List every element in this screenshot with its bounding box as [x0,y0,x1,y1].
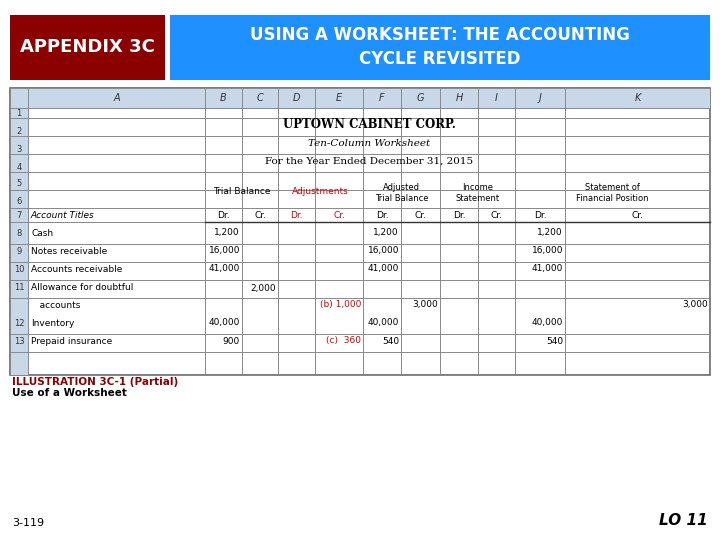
Text: 2,000: 2,000 [251,284,276,293]
Text: 3: 3 [17,145,22,153]
Text: 41,000: 41,000 [209,265,240,273]
Bar [170,15,710,80]
Text: 540: 540 [382,336,399,346]
Text: USING A WORKSHEET: THE ACCOUNTING
CYCLE REVISITED: USING A WORKSHEET: THE ACCOUNTING CYCLE … [250,26,630,68]
Text: 12: 12 [14,319,24,327]
Text: 40,000: 40,000 [531,319,563,327]
Text: 40,000: 40,000 [368,319,399,327]
Text: Dr.: Dr. [217,211,230,219]
Text: Adjusted
Trial Balance: Adjusted Trial Balance [374,183,428,203]
Bar [10,88,710,108]
Text: 1: 1 [17,109,22,118]
Text: 3-119: 3-119 [12,518,44,528]
Text: Cr.: Cr. [631,211,644,219]
Text: 16,000: 16,000 [531,246,563,255]
Text: APPENDIX 3C: APPENDIX 3C [19,38,155,56]
Text: Inventory: Inventory [31,319,74,327]
Text: E: E [336,93,342,103]
Text: Cr.: Cr. [415,211,426,219]
Text: 8: 8 [17,228,22,238]
Text: Adjustments: Adjustments [292,187,349,197]
Bar [10,88,28,375]
Text: 1,200: 1,200 [374,228,399,238]
Text: 7: 7 [17,211,22,219]
Text: C: C [256,93,264,103]
Text: 540: 540 [546,336,563,346]
Text: accounts: accounts [31,300,81,309]
Text: Prepaid insurance: Prepaid insurance [31,336,112,346]
Text: 5: 5 [17,179,22,187]
Text: Allowance for doubtful: Allowance for doubtful [31,284,133,293]
Bar [10,15,165,80]
Text: Dr.: Dr. [376,211,388,219]
Text: 16,000: 16,000 [367,246,399,255]
Text: Trial Balance: Trial Balance [212,187,270,197]
Text: 40,000: 40,000 [209,319,240,327]
Text: (b) 1,000: (b) 1,000 [320,300,361,309]
Text: (c)  360: (c) 360 [326,336,361,346]
Text: 41,000: 41,000 [531,265,563,273]
Text: H: H [455,93,463,103]
Text: 13: 13 [14,336,24,346]
Text: F: F [379,93,384,103]
Text: Cash: Cash [31,228,53,238]
Text: Statement of
Financial Position: Statement of Financial Position [576,183,649,203]
Text: J: J [539,93,541,103]
Text: Use of a Worksheet: Use of a Worksheet [12,388,127,398]
Text: Notes receivable: Notes receivable [31,246,107,255]
Bar [10,88,710,375]
Text: 2: 2 [17,126,22,136]
Text: 1,200: 1,200 [215,228,240,238]
Text: Income
Statement: Income Statement [456,183,500,203]
Text: 4: 4 [17,163,22,172]
Text: 6: 6 [17,197,22,206]
Text: Account Titles: Account Titles [30,211,94,219]
Text: Cr.: Cr. [254,211,266,219]
Text: 3,000: 3,000 [413,300,438,309]
Text: D: D [293,93,300,103]
Text: Cr.: Cr. [333,211,345,219]
Text: 9: 9 [17,246,22,255]
Text: ILLUSTRATION 3C-1 (Partial): ILLUSTRATION 3C-1 (Partial) [12,377,179,387]
Text: Cr.: Cr. [490,211,503,219]
Text: A: A [113,93,120,103]
Text: 900: 900 [222,336,240,346]
Text: I: I [495,93,498,103]
Text: 16,000: 16,000 [209,246,240,255]
Text: 3,000: 3,000 [683,300,708,309]
Text: 1,200: 1,200 [537,228,563,238]
Text: G: G [417,93,424,103]
Text: 41,000: 41,000 [368,265,399,273]
Text: For the Year Ended December 31, 2015: For the Year Ended December 31, 2015 [265,157,473,165]
Text: Dr.: Dr. [453,211,465,219]
Text: LO 11: LO 11 [660,513,708,528]
Text: Ten-Column Worksheet: Ten-Column Worksheet [308,138,430,147]
Text: Dr.: Dr. [534,211,546,219]
Text: 11: 11 [14,282,24,292]
Text: Dr.: Dr. [290,211,303,219]
Text: B: B [220,93,227,103]
Text: 10: 10 [14,265,24,273]
Text: UPTOWN CABINET CORP.: UPTOWN CABINET CORP. [282,118,456,132]
Text: Accounts receivable: Accounts receivable [31,265,122,273]
Text: K: K [634,93,641,103]
